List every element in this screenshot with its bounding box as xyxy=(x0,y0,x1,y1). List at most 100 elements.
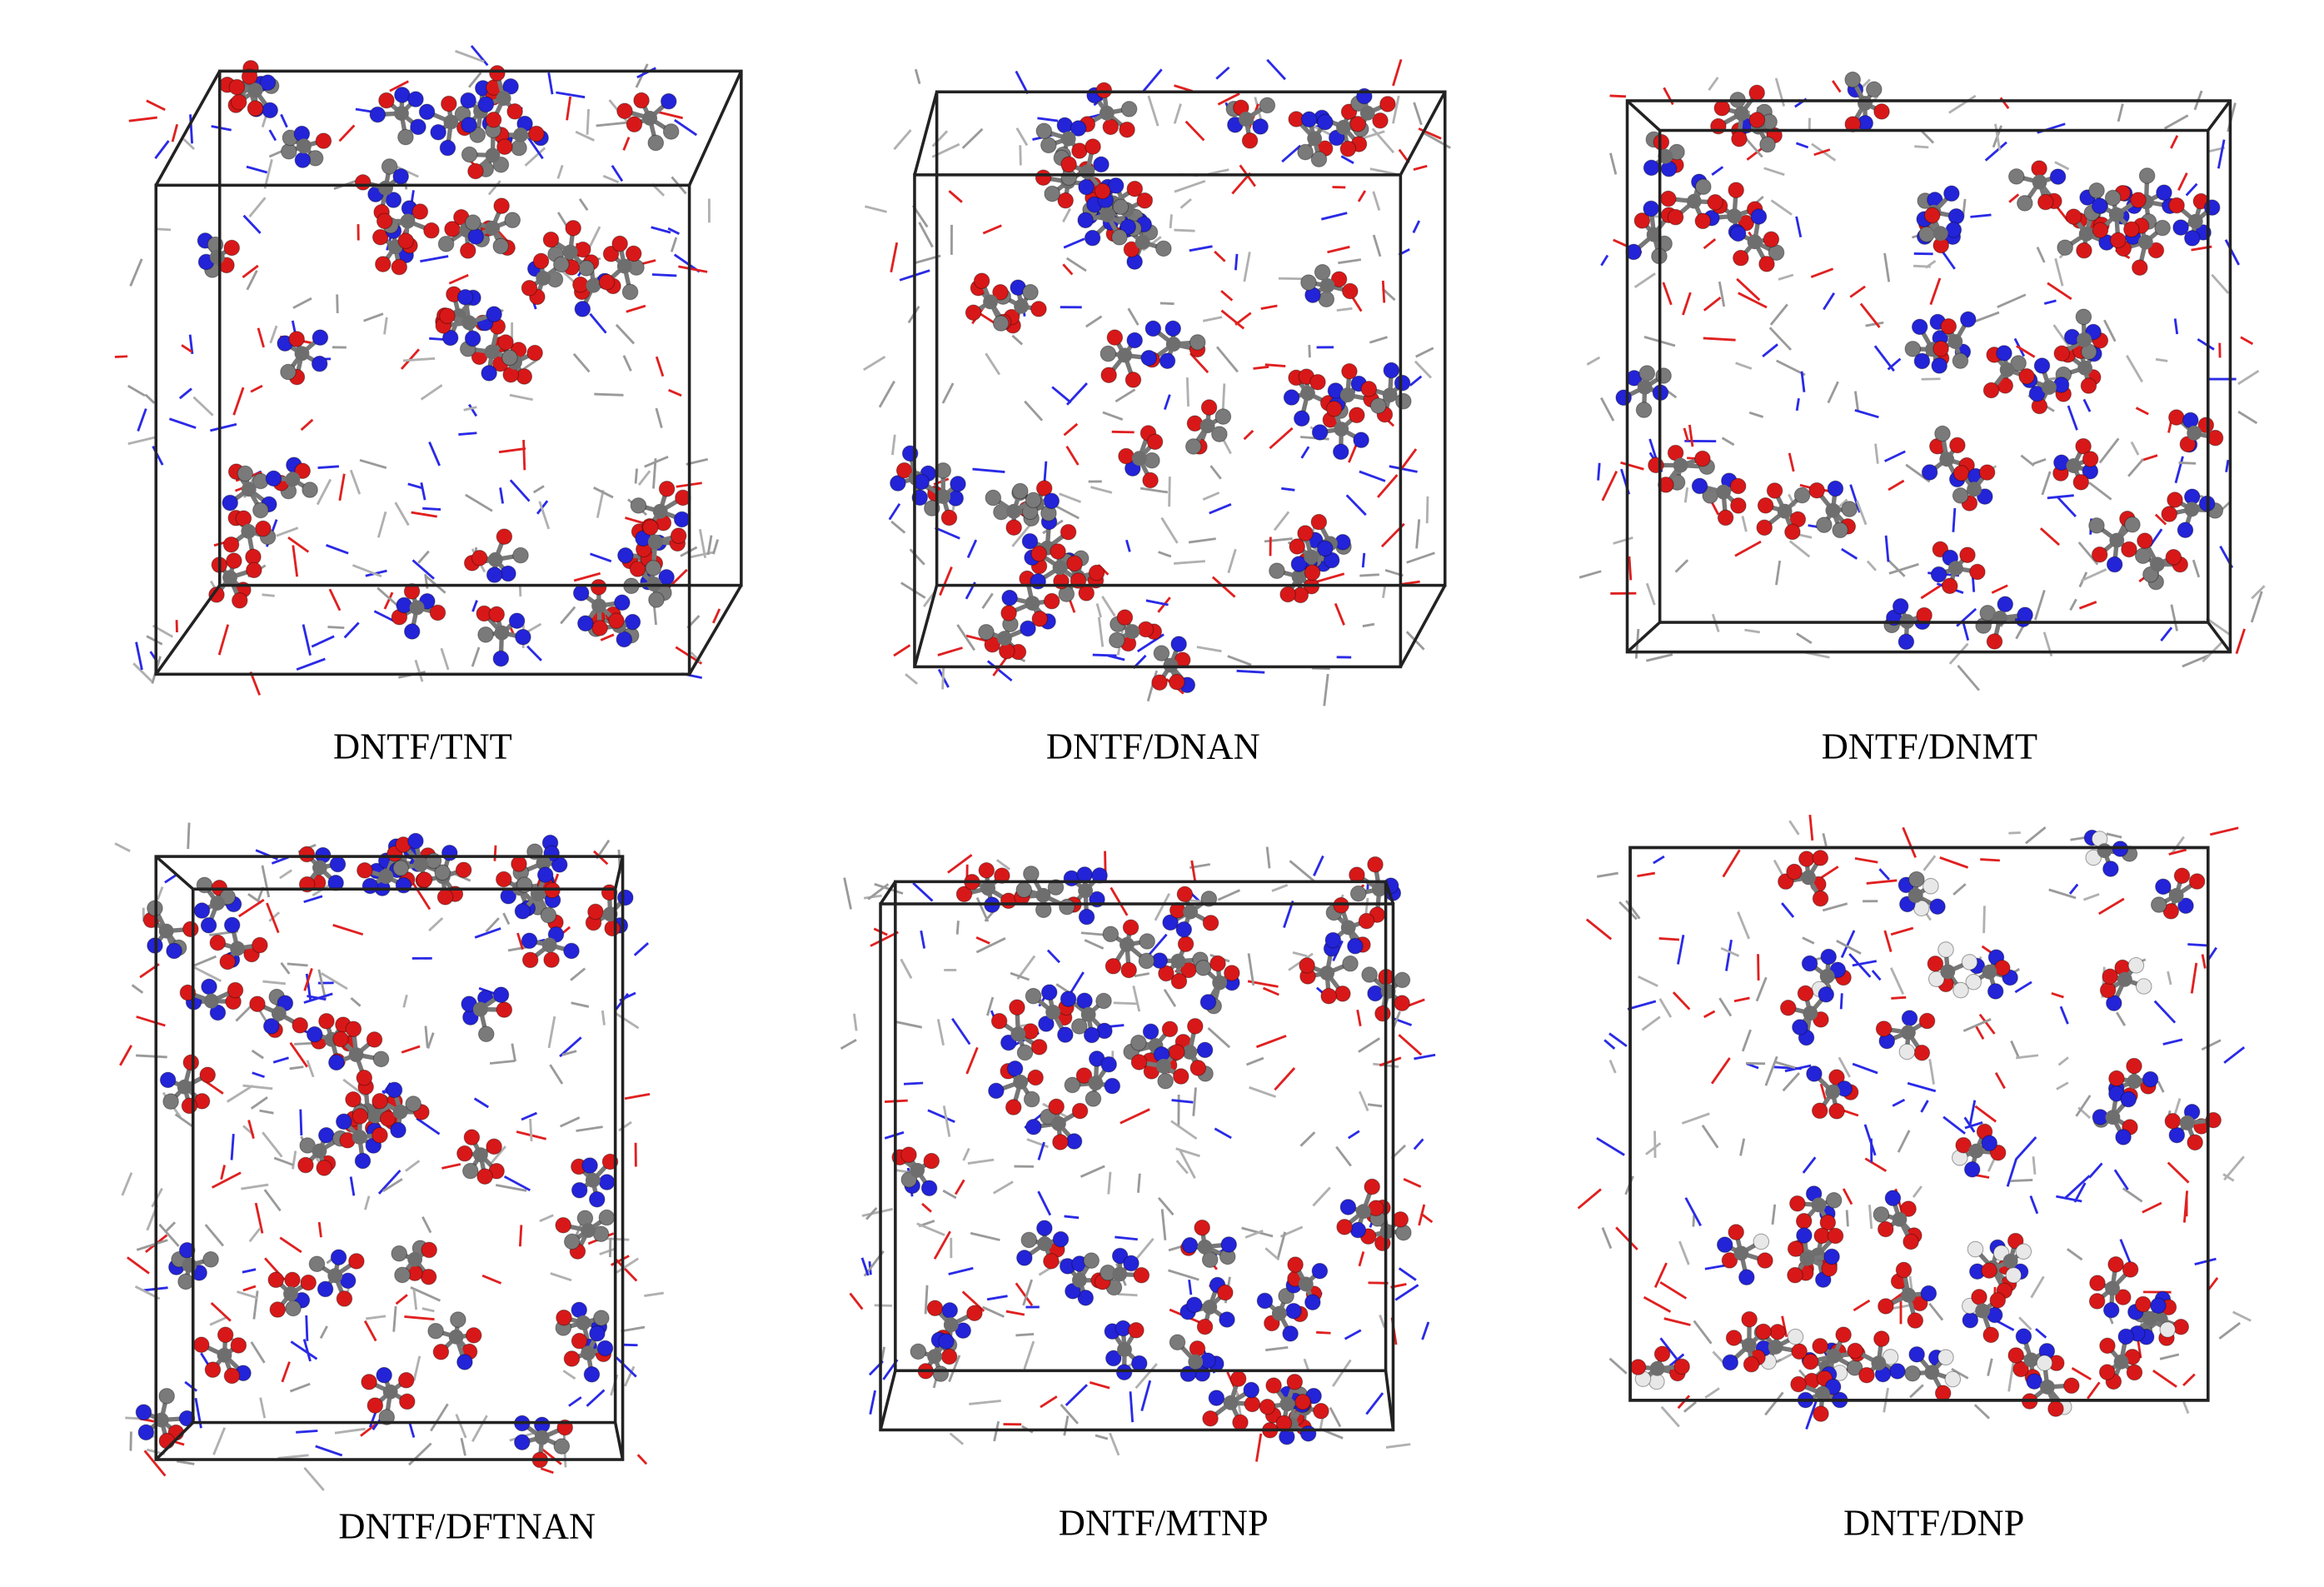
atom xyxy=(492,986,510,1003)
atom xyxy=(1155,240,1172,257)
atom xyxy=(1904,341,1922,357)
bond xyxy=(549,1064,564,1085)
bond xyxy=(1055,505,1080,520)
bond xyxy=(1120,1108,1150,1125)
atom xyxy=(1658,148,1673,164)
bond xyxy=(495,1184,527,1192)
atom xyxy=(1812,890,1829,907)
atom xyxy=(1310,151,1328,167)
atom xyxy=(1030,1039,1048,1056)
bond xyxy=(1678,1240,1690,1265)
atom xyxy=(226,552,242,569)
atom xyxy=(1030,545,1048,562)
atom xyxy=(1653,1345,1671,1363)
atom xyxy=(1196,1318,1214,1335)
atom xyxy=(317,1280,334,1298)
bond xyxy=(181,344,193,353)
bond xyxy=(1841,547,1858,560)
bond xyxy=(1376,474,1399,498)
atom xyxy=(1060,131,1076,147)
atom xyxy=(392,1104,408,1120)
atom xyxy=(1360,381,1378,397)
cell-edge xyxy=(2207,99,2232,132)
bond xyxy=(969,1400,1001,1405)
bond xyxy=(1866,879,1898,885)
bond xyxy=(1392,58,1403,87)
atom xyxy=(1759,136,1776,153)
bond xyxy=(359,458,387,469)
atom xyxy=(1142,1023,1160,1041)
bond xyxy=(1090,486,1113,494)
bond xyxy=(1163,394,1171,411)
bond xyxy=(279,869,292,880)
atom xyxy=(1339,140,1357,157)
bond xyxy=(623,1365,636,1387)
bond xyxy=(2142,1201,2162,1214)
atom xyxy=(311,355,328,372)
bond xyxy=(280,961,291,975)
atom xyxy=(1005,519,1022,536)
bond xyxy=(338,124,356,142)
atom xyxy=(2031,160,2047,177)
atom xyxy=(2122,1261,2139,1278)
bond xyxy=(417,550,430,564)
atom xyxy=(1987,983,2004,1000)
bond xyxy=(1095,603,1103,618)
atom xyxy=(1963,1160,1981,1178)
bond xyxy=(668,388,682,397)
atom xyxy=(400,213,416,229)
atom xyxy=(2177,522,2194,539)
bond xyxy=(136,1239,168,1251)
bond xyxy=(624,1092,651,1100)
atom xyxy=(1811,1102,1828,1120)
atom xyxy=(658,481,676,497)
bond xyxy=(1920,582,1944,600)
cell-edge xyxy=(1626,621,1661,653)
atom xyxy=(1895,1261,1913,1279)
atom xyxy=(285,472,301,487)
atom xyxy=(1175,921,1193,938)
bond xyxy=(493,845,497,861)
atom xyxy=(616,258,632,274)
atom xyxy=(366,1031,383,1048)
atom xyxy=(1115,1364,1133,1380)
atom xyxy=(511,139,527,157)
atom xyxy=(645,560,662,576)
bond xyxy=(1292,951,1308,957)
bond xyxy=(1628,556,1633,581)
atom xyxy=(1123,1255,1140,1272)
atom xyxy=(591,620,608,636)
bond xyxy=(2194,1257,2217,1265)
bond xyxy=(249,671,262,696)
bond xyxy=(1645,653,1673,662)
atom xyxy=(1808,482,1825,499)
bond xyxy=(303,967,313,991)
atom xyxy=(1913,900,1930,917)
bond xyxy=(1663,1317,1691,1326)
atom xyxy=(1873,1330,1890,1347)
bond xyxy=(164,873,177,884)
atom xyxy=(1199,418,1215,434)
bond xyxy=(127,1256,150,1275)
atom xyxy=(2007,1347,2024,1364)
bond xyxy=(1113,1001,1138,1006)
bond xyxy=(916,1222,945,1236)
atom xyxy=(1109,631,1125,649)
atom xyxy=(407,1251,423,1267)
atom xyxy=(1766,482,1783,499)
bond xyxy=(307,995,327,1001)
bond xyxy=(1084,939,1105,950)
atom xyxy=(1014,298,1029,314)
bond xyxy=(1019,145,1022,166)
bond xyxy=(1174,560,1205,565)
atom xyxy=(2047,1400,2064,1417)
bond xyxy=(2030,1275,2045,1299)
atom xyxy=(436,889,454,906)
atom xyxy=(990,1012,1008,1030)
atom xyxy=(1355,1204,1371,1220)
bond xyxy=(570,967,586,981)
atom xyxy=(1239,112,1254,127)
simulation-cell xyxy=(114,822,664,1491)
bond xyxy=(2251,585,2266,600)
atom xyxy=(1085,138,1101,155)
